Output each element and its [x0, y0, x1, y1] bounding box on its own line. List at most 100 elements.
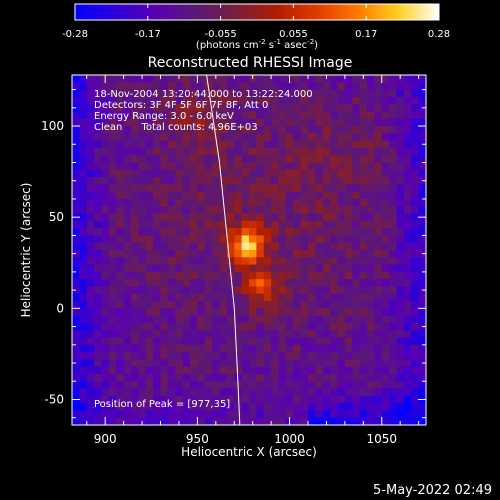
heatmap-cell — [389, 235, 398, 244]
heatmap-cell — [367, 220, 375, 229]
heatmap-cell — [167, 213, 176, 222]
heatmap-cell — [322, 147, 331, 156]
heatmap-cell — [94, 96, 103, 105]
heatmap-cell — [226, 147, 235, 156]
heatmap-cell — [418, 301, 426, 309]
heatmap-cell — [418, 264, 426, 273]
heatmap-cell — [145, 133, 154, 142]
heatmap-cell — [337, 264, 346, 273]
heatmap-cell — [108, 118, 117, 127]
heatmap-cell — [101, 308, 110, 317]
heatmap-cell — [123, 301, 132, 309]
heatmap-cell — [381, 373, 390, 382]
heatmap-cell — [403, 388, 412, 397]
heatmap-cell — [108, 322, 117, 331]
heatmap-cell — [101, 264, 110, 273]
heatmap-cell — [94, 417, 103, 425]
heatmap-cell — [190, 191, 198, 200]
heatmap-cell — [374, 250, 383, 258]
heatmap-cell — [337, 279, 346, 288]
heatmap-cell — [389, 220, 398, 229]
heatmap-cell — [315, 133, 324, 142]
heatmap-cell — [72, 279, 80, 288]
heatmap-cell — [226, 133, 235, 142]
heatmap-cell — [219, 330, 228, 339]
heatmap-cell — [123, 264, 132, 273]
heatmap-cell — [123, 126, 132, 134]
heatmap-cell — [278, 162, 287, 171]
heatmap-cell — [79, 257, 88, 266]
heatmap-cell — [234, 228, 243, 237]
heatmap-cell — [116, 403, 125, 412]
heatmap-cell — [263, 111, 272, 120]
heatmap-cell — [337, 155, 346, 164]
heatmap-cell — [116, 206, 125, 215]
heatmap-cell — [145, 417, 154, 425]
heatmap-cell — [308, 82, 316, 91]
heatmap-cell — [116, 322, 125, 331]
heatmap-cell — [359, 381, 368, 390]
heatmap-cell — [241, 315, 250, 324]
heatmap-cell — [396, 410, 405, 419]
heatmap-cell — [322, 301, 331, 309]
heatmap-cell — [167, 198, 176, 207]
heatmap-cell — [86, 220, 95, 229]
heatmap-cell — [197, 140, 206, 149]
heatmap-cell — [226, 373, 235, 382]
heatmap-cell — [344, 250, 353, 258]
heatmap-cell — [123, 104, 132, 113]
heatmap-cell — [418, 417, 426, 425]
heatmap-cell — [344, 198, 353, 207]
heatmap-cell — [138, 381, 147, 390]
heatmap-cell — [197, 359, 206, 368]
heatmap-cell — [330, 184, 339, 193]
heatmap-cell — [86, 82, 95, 91]
heatmap-cell — [197, 206, 206, 215]
heatmap-cell — [308, 169, 316, 178]
heatmap-cell — [116, 395, 125, 404]
heatmap-cell — [212, 257, 221, 266]
heatmap-cell — [322, 337, 331, 346]
heatmap-cell — [234, 235, 243, 244]
heatmap-cell — [315, 96, 324, 105]
heatmap-cell — [411, 366, 420, 375]
heatmap-cell — [153, 271, 162, 280]
heatmap-cell — [167, 257, 176, 266]
heatmap-cell — [271, 410, 280, 419]
heatmap-cell — [234, 271, 243, 280]
heatmap-cell — [293, 96, 302, 105]
heatmap-cell — [86, 206, 95, 215]
heatmap-cell — [278, 169, 287, 178]
heatmap-cell — [204, 118, 213, 127]
heatmap-cell — [367, 293, 375, 302]
heatmap-cell — [308, 126, 316, 134]
heatmap-cell — [79, 403, 88, 412]
heatmap-cell — [204, 126, 213, 134]
heatmap-cell — [145, 242, 154, 251]
heatmap-cell — [153, 213, 162, 222]
heatmap-cell — [212, 344, 221, 353]
heatmap-cell — [72, 75, 80, 83]
heatmap-cell — [411, 82, 420, 91]
heatmap-cell — [389, 133, 398, 142]
heatmap-cell — [101, 352, 110, 360]
heatmap-cell — [101, 177, 110, 185]
heatmap-cell — [418, 228, 426, 237]
heatmap-cell — [300, 301, 309, 309]
heatmap-cell — [389, 104, 398, 113]
heatmap-cell — [278, 82, 287, 91]
heatmap-cell — [367, 373, 375, 382]
heatmap-cell — [234, 279, 243, 288]
heatmap-cell — [344, 89, 353, 98]
heatmap-cell — [381, 184, 390, 193]
heatmap-cell — [403, 213, 412, 222]
heatmap-cell — [396, 235, 405, 244]
heatmap-cell — [374, 403, 383, 412]
heatmap-cell — [367, 177, 375, 185]
heatmap-cell — [271, 228, 280, 237]
heatmap-cell — [167, 111, 176, 120]
heatmap-cell — [285, 155, 294, 164]
heatmap-cell — [226, 337, 235, 346]
heatmap-cell — [145, 293, 154, 302]
heatmap-cell — [123, 381, 132, 390]
